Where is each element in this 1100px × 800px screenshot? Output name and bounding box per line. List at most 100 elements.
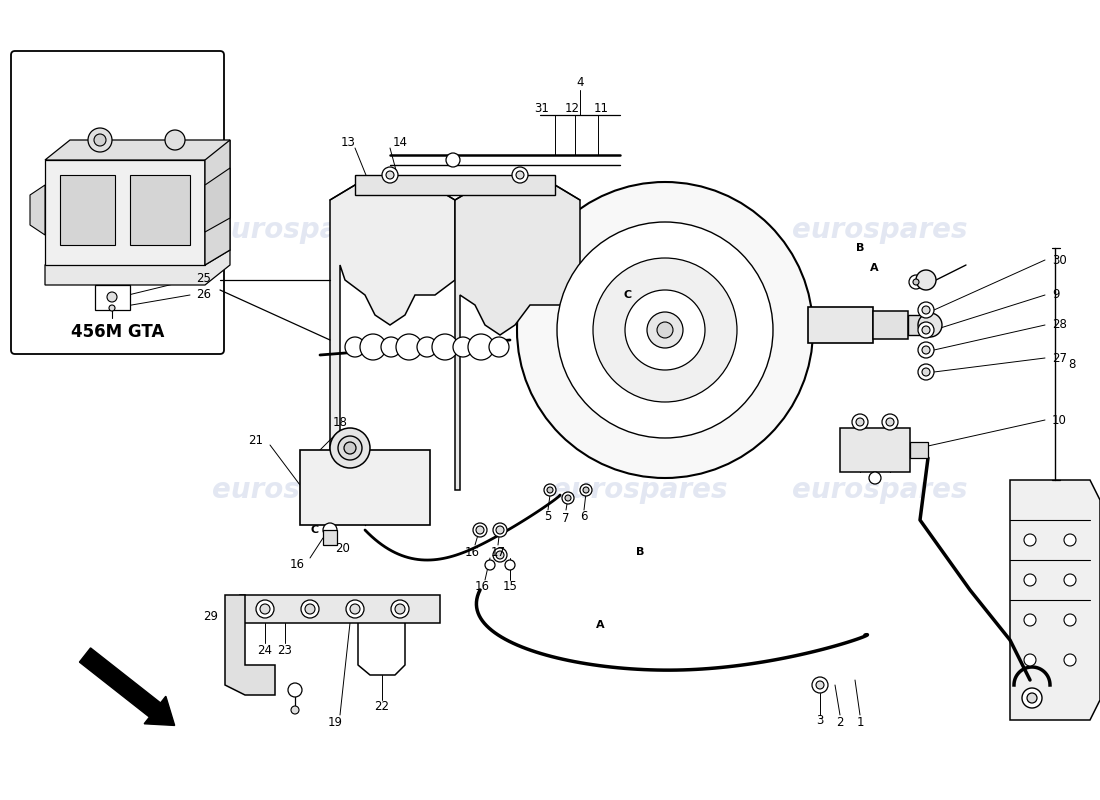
Circle shape <box>468 334 494 360</box>
Circle shape <box>485 560 495 570</box>
Circle shape <box>580 484 592 496</box>
Text: 20: 20 <box>336 542 350 554</box>
Circle shape <box>852 414 868 430</box>
Circle shape <box>812 677 828 693</box>
Circle shape <box>94 134 106 146</box>
Text: 19: 19 <box>328 715 342 729</box>
Circle shape <box>305 604 315 614</box>
Circle shape <box>909 275 923 289</box>
Text: 23: 23 <box>277 643 293 657</box>
Circle shape <box>350 604 360 614</box>
Text: A: A <box>870 263 878 273</box>
Circle shape <box>517 182 813 478</box>
Circle shape <box>1064 534 1076 546</box>
Circle shape <box>1024 654 1036 666</box>
Circle shape <box>882 414 898 430</box>
Text: eurospares: eurospares <box>212 476 387 504</box>
Polygon shape <box>30 185 45 235</box>
Circle shape <box>505 560 515 570</box>
Circle shape <box>1064 654 1076 666</box>
Circle shape <box>1024 614 1036 626</box>
Circle shape <box>346 600 364 618</box>
Polygon shape <box>45 160 205 265</box>
Polygon shape <box>840 428 910 472</box>
Text: 2: 2 <box>836 715 844 729</box>
Circle shape <box>292 706 299 714</box>
Circle shape <box>816 681 824 689</box>
Circle shape <box>360 334 386 360</box>
Circle shape <box>856 418 864 426</box>
Text: 16: 16 <box>464 546 480 558</box>
Text: eurospares: eurospares <box>792 476 968 504</box>
Text: eurospares: eurospares <box>792 216 968 244</box>
Polygon shape <box>205 140 230 265</box>
Bar <box>240 595 440 623</box>
Text: 1: 1 <box>856 715 864 729</box>
Polygon shape <box>45 140 230 265</box>
FancyArrow shape <box>79 648 175 726</box>
Circle shape <box>1024 534 1036 546</box>
Text: C: C <box>624 290 632 300</box>
Text: 16: 16 <box>290 558 305 571</box>
Circle shape <box>1064 574 1076 586</box>
Circle shape <box>922 306 930 314</box>
Text: 8: 8 <box>1068 358 1076 370</box>
Text: 10: 10 <box>1052 414 1067 426</box>
Text: 22: 22 <box>374 701 389 714</box>
Circle shape <box>918 342 934 358</box>
Polygon shape <box>330 185 455 490</box>
Text: 27: 27 <box>1052 351 1067 365</box>
Text: 3: 3 <box>816 714 824 727</box>
Circle shape <box>496 526 504 534</box>
Text: eurospares: eurospares <box>552 476 728 504</box>
Circle shape <box>918 302 934 318</box>
Circle shape <box>390 600 409 618</box>
Circle shape <box>1027 693 1037 703</box>
Circle shape <box>583 487 588 493</box>
Circle shape <box>916 270 936 290</box>
Bar <box>355 175 556 195</box>
Bar <box>95 285 130 310</box>
Circle shape <box>625 290 705 370</box>
Text: 13: 13 <box>341 135 355 149</box>
Circle shape <box>417 337 437 357</box>
Text: 24: 24 <box>257 643 273 657</box>
Polygon shape <box>226 595 275 695</box>
Text: B: B <box>636 547 645 557</box>
Polygon shape <box>455 185 580 490</box>
Circle shape <box>918 364 934 380</box>
Circle shape <box>496 551 504 559</box>
Circle shape <box>922 326 930 334</box>
Text: eurospares: eurospares <box>552 216 728 244</box>
Text: 26: 26 <box>196 289 211 302</box>
Circle shape <box>288 683 302 697</box>
Bar <box>300 450 430 525</box>
Text: 18: 18 <box>332 415 348 429</box>
Text: 11: 11 <box>594 102 608 114</box>
Polygon shape <box>45 250 230 285</box>
Circle shape <box>547 487 553 493</box>
Circle shape <box>453 337 473 357</box>
Text: 28: 28 <box>1052 318 1067 331</box>
Text: B: B <box>856 243 865 253</box>
Circle shape <box>107 292 117 302</box>
Circle shape <box>323 523 337 537</box>
Bar <box>323 530 337 545</box>
Circle shape <box>432 334 458 360</box>
FancyBboxPatch shape <box>11 51 224 354</box>
Circle shape <box>256 600 274 618</box>
Circle shape <box>301 600 319 618</box>
Circle shape <box>562 492 574 504</box>
Circle shape <box>512 167 528 183</box>
Text: 9: 9 <box>1052 289 1059 302</box>
Circle shape <box>886 418 894 426</box>
Circle shape <box>647 312 683 348</box>
Circle shape <box>922 346 930 354</box>
Circle shape <box>918 313 942 337</box>
Text: 456M GTA: 456M GTA <box>70 323 164 341</box>
Text: eurospares: eurospares <box>212 216 387 244</box>
Circle shape <box>493 548 507 562</box>
Text: 25: 25 <box>196 271 211 285</box>
Circle shape <box>913 279 918 285</box>
Text: A: A <box>596 620 604 630</box>
